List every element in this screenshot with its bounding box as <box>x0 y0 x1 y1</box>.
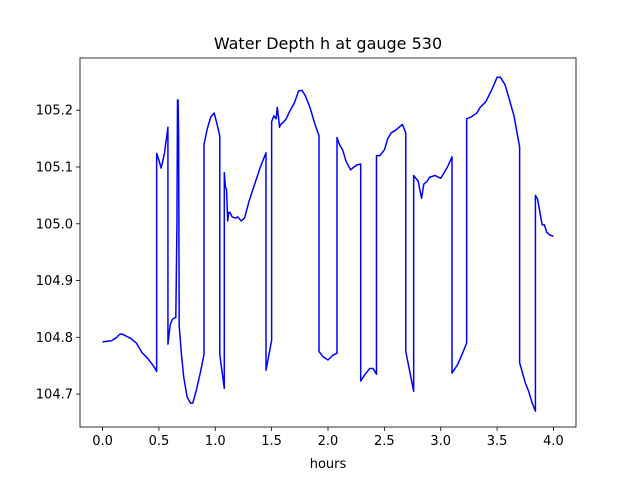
plot-area <box>79 57 577 428</box>
chart-title: Water Depth h at gauge 530 <box>214 34 442 53</box>
x-tick-label: 1.5 <box>261 434 282 449</box>
x-tick-label: 3.0 <box>430 434 451 449</box>
y-tick-label: 105.0 <box>36 217 73 232</box>
y-axis: 104.7 104.8 104.9 105.0 105.1 105.2 <box>36 104 80 403</box>
x-tick-label: 3.5 <box>487 434 508 449</box>
y-tick-label: 105.2 <box>36 104 73 119</box>
x-axis-label: hours <box>310 457 347 472</box>
plot-frame <box>79 57 577 428</box>
x-tick-label: 0.0 <box>92 434 113 449</box>
x-tick-label: 4.0 <box>543 434 564 449</box>
y-tick-label: 104.7 <box>36 388 73 403</box>
x-tick-label: 1.0 <box>205 434 226 449</box>
x-tick-label: 2.5 <box>374 434 395 449</box>
x-axis: 0.0 0.5 1.0 1.5 2.0 2.5 3.0 3.5 4.0 <box>92 427 564 449</box>
x-tick-label: 0.5 <box>149 434 170 449</box>
x-tick-label: 2.0 <box>318 434 339 449</box>
series-line-1 <box>102 76 554 412</box>
y-tick-label: 105.1 <box>36 160 73 175</box>
y-tick-label: 104.9 <box>36 274 73 289</box>
y-tick-label: 104.8 <box>36 331 73 346</box>
